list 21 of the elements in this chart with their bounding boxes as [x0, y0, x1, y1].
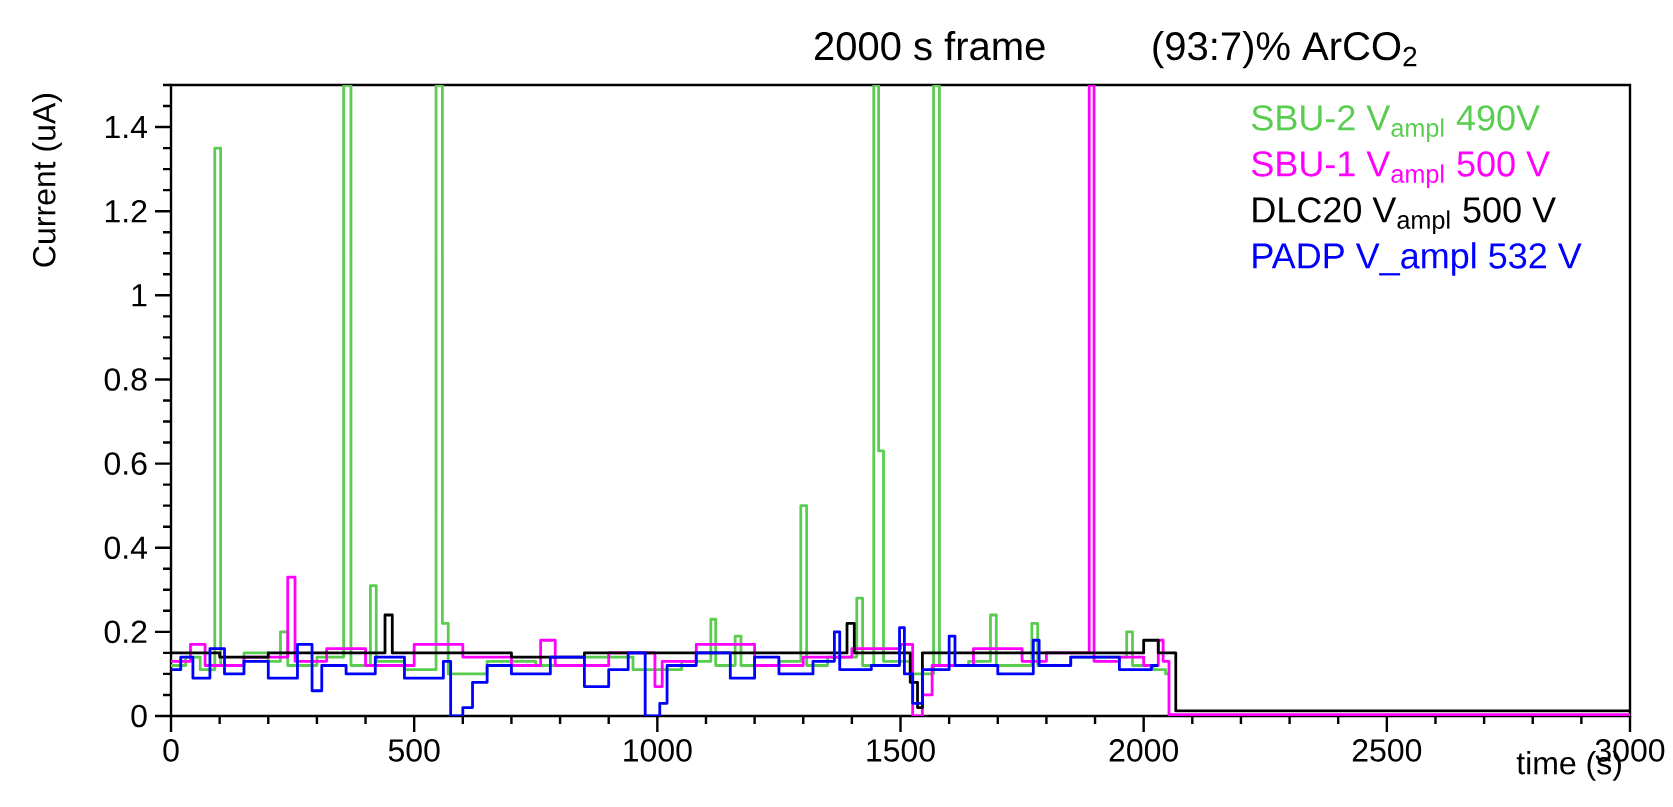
x-tick-label: 1500 — [867, 739, 935, 762]
x-tick-label: 1000 — [624, 739, 692, 762]
text: SBU-2 V$_{ampl}$ 490V — [1251, 105, 1540, 142]
y-tick-label: 0 — [131, 704, 147, 728]
x-tick-label: 0 — [163, 739, 179, 762]
y-tick-label: 0.6 — [104, 452, 147, 475]
text: (93:7)% ArCO$_{2}$ — [1153, 31, 1417, 69]
y-tick-label: 0.8 — [104, 368, 147, 391]
text: SBU-1 V$_{ampl}$ 500 V — [1251, 151, 1550, 188]
text: PADP V_ampl 532 V — [1253, 242, 1582, 276]
y-tick-label: 1.4 — [105, 116, 147, 139]
x-tick-label: 2000 — [1109, 739, 1178, 762]
x-tick-label: 2500 — [1352, 739, 1422, 762]
text: DLC20 V$_{ampl}$ 500 V — [1253, 197, 1556, 234]
chart-title: 2000 s frame — [814, 31, 1045, 61]
y-tick-label: 0.2 — [104, 620, 147, 644]
y-tick-label: 0.4 — [104, 536, 147, 560]
y-tick-label: 1 — [132, 284, 147, 307]
y-tick-label: 1.2 — [105, 200, 147, 223]
y-axis-title: Current (uA) — [32, 94, 62, 267]
x-tick-label: 500 — [388, 739, 440, 762]
